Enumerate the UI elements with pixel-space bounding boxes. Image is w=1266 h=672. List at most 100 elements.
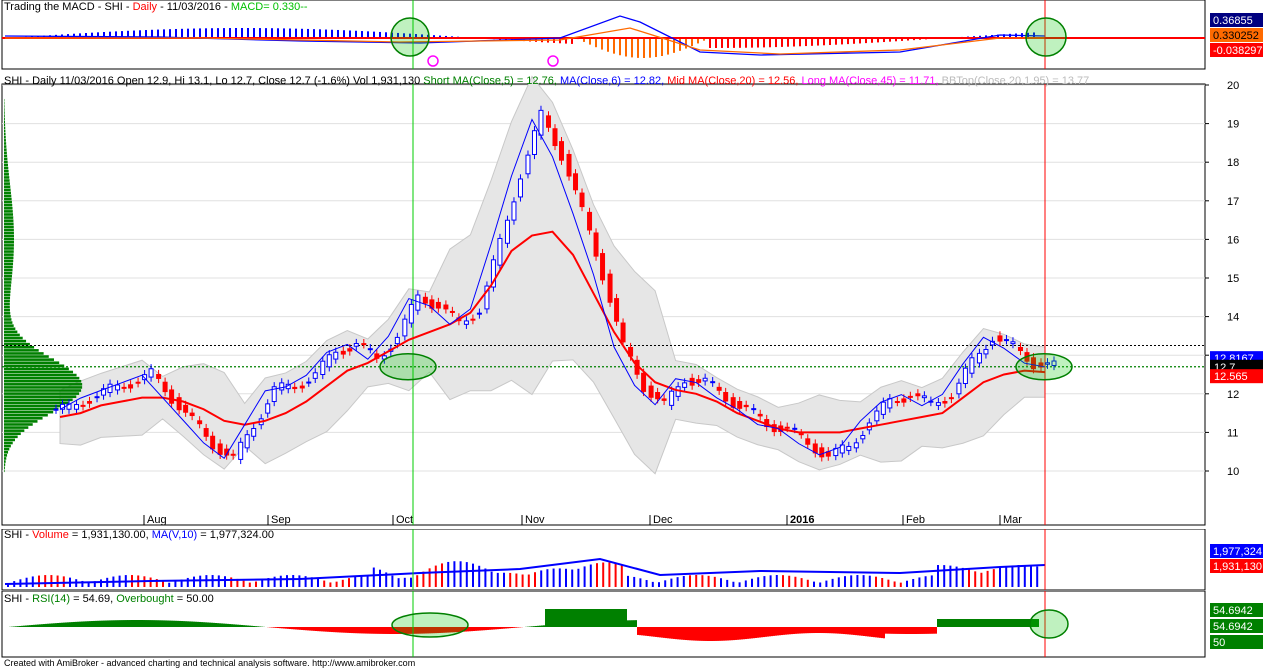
candle-body [408, 303, 414, 324]
candle-body [306, 381, 312, 384]
volume-profile-bar [4, 454, 8, 457]
candle-body [107, 383, 113, 394]
candle-body [655, 392, 661, 400]
volume-profile-bar [4, 105, 5, 108]
volume-profile-bar [4, 225, 14, 229]
vol-ma-value: = 1,977,324.00 [197, 529, 274, 541]
rsi-chart: 54.6942 54.6942 50 [1, 591, 1263, 658]
volume-profile-bar [4, 213, 14, 216]
volume-profile-bar [4, 231, 14, 235]
candle-body [751, 408, 757, 411]
candle-body [1030, 357, 1036, 370]
volume-profile-bar [4, 302, 10, 306]
candle-body [1010, 341, 1016, 345]
volume-ma-line [4, 557, 1046, 585]
candle-body [340, 350, 346, 355]
candle-body [142, 374, 148, 381]
volume-profile-bar [4, 444, 11, 448]
candle-body [265, 403, 271, 414]
mid-ma-line [59, 230, 1046, 434]
price-x-label: Nov [525, 514, 545, 526]
bb-label: BBTop(Close,20,1.95) = 13.77 [941, 75, 1090, 87]
volume-profile-bar [4, 376, 80, 380]
candle-body [422, 296, 428, 304]
candle-body [333, 351, 339, 360]
candle-body [907, 395, 913, 398]
candle-body [80, 404, 86, 407]
vol-prefix: SHI - [4, 529, 33, 541]
volume-header: SHI - Volume = 1,931,130.00, MA(V,10) = … [4, 529, 274, 541]
candle-body [743, 404, 749, 408]
ma5-label: Short MA(Close,5) = 12.76, [423, 75, 557, 87]
rsi-axis-tag [1210, 635, 1263, 649]
volume-axis-tag [1210, 559, 1263, 573]
volume-profile-bar [4, 253, 14, 256]
rsi-pane: 54.6942 54.6942 50 SHI - RSI(14) = 54.69, … [0, 591, 1266, 658]
candle-body [1003, 339, 1009, 342]
volume-profile-bar [4, 197, 12, 201]
volume-profile-bar [4, 219, 14, 222]
volume-profile-bar [4, 349, 39, 352]
volume-profile-bar [4, 327, 16, 331]
price-y-tick-label: 11 [1227, 427, 1238, 439]
volume-profile-bar [4, 383, 83, 386]
candle-body [517, 178, 523, 198]
volume-profile-bar [4, 163, 8, 167]
volume-profile-bar [4, 339, 27, 343]
volume-axis-tag-label: 1,931,130 [1213, 561, 1262, 573]
candle-body [511, 201, 517, 221]
volume-profile-bar [4, 117, 5, 121]
rsi-axis-tag-label: 50 [1213, 637, 1225, 649]
price-y-tick-label: 17 [1227, 196, 1239, 208]
candle-body [1051, 360, 1057, 366]
candle-body [326, 354, 332, 368]
volume-profile-bar [4, 308, 10, 312]
candle-body [669, 390, 675, 406]
candle-body [74, 404, 80, 410]
candle-body [1017, 346, 1023, 352]
volume-profile-bar [4, 222, 14, 226]
rsi-header: SHI - RSI(14) = 54.69, Overbought = 50.0… [4, 593, 214, 605]
volume-profile-bar [4, 108, 5, 111]
volume-profile-bar [4, 216, 14, 219]
macd-chart: 0.36855 0.330252 -0.038297 [1, 0, 1263, 70]
candle-body [476, 312, 482, 315]
volume-profile-bar [4, 386, 83, 389]
rsi-value: = 54.69, [70, 593, 117, 605]
volume-profile-bar [4, 290, 11, 293]
volume-profile-bar [4, 169, 9, 173]
volume-profile-bar [4, 160, 8, 164]
candle-body [579, 192, 585, 208]
candle-body [169, 389, 175, 404]
volume-profile-bar [4, 228, 14, 232]
volume-profile-bar [4, 367, 69, 371]
volume-profile-bar [4, 274, 12, 278]
volume-profile-bar [4, 447, 10, 451]
candle-body [600, 253, 606, 281]
candle-body [367, 348, 373, 351]
candle-body [538, 109, 544, 136]
candle-body [183, 404, 189, 413]
short-ma-line [59, 118, 1046, 459]
price-info: SHI - Daily 11/03/2016 Open 12.9, Hi 13.… [4, 75, 421, 87]
volume-profile-bar [4, 423, 33, 426]
volume-profile-bar [4, 370, 74, 374]
volume-pane: 1,977,324 1,931,130 SHI - Volume = 1,931,… [0, 529, 1266, 591]
volume-profile-bar [4, 207, 13, 210]
candle-body [805, 438, 811, 445]
volume-profile-bar [4, 342, 30, 346]
price-y-tick-label: 10 [1227, 466, 1239, 478]
volume-profile-bar [4, 284, 12, 287]
price-x-label: Mar [1003, 514, 1022, 526]
price-y-tick-label: 19 [1227, 119, 1239, 131]
volume-chart: 1,977,324 1,931,130 [1, 529, 1263, 591]
volume-profile-bar [4, 256, 14, 260]
volume-profile-bar [4, 194, 12, 198]
candle-body [607, 273, 613, 303]
macd-period: Daily [132, 1, 158, 13]
volume-profile-bar [4, 395, 77, 398]
volume-profile-bar [4, 237, 15, 241]
volume-profile-bar [4, 182, 10, 185]
candle-body [525, 154, 531, 175]
candle-body [176, 397, 182, 411]
